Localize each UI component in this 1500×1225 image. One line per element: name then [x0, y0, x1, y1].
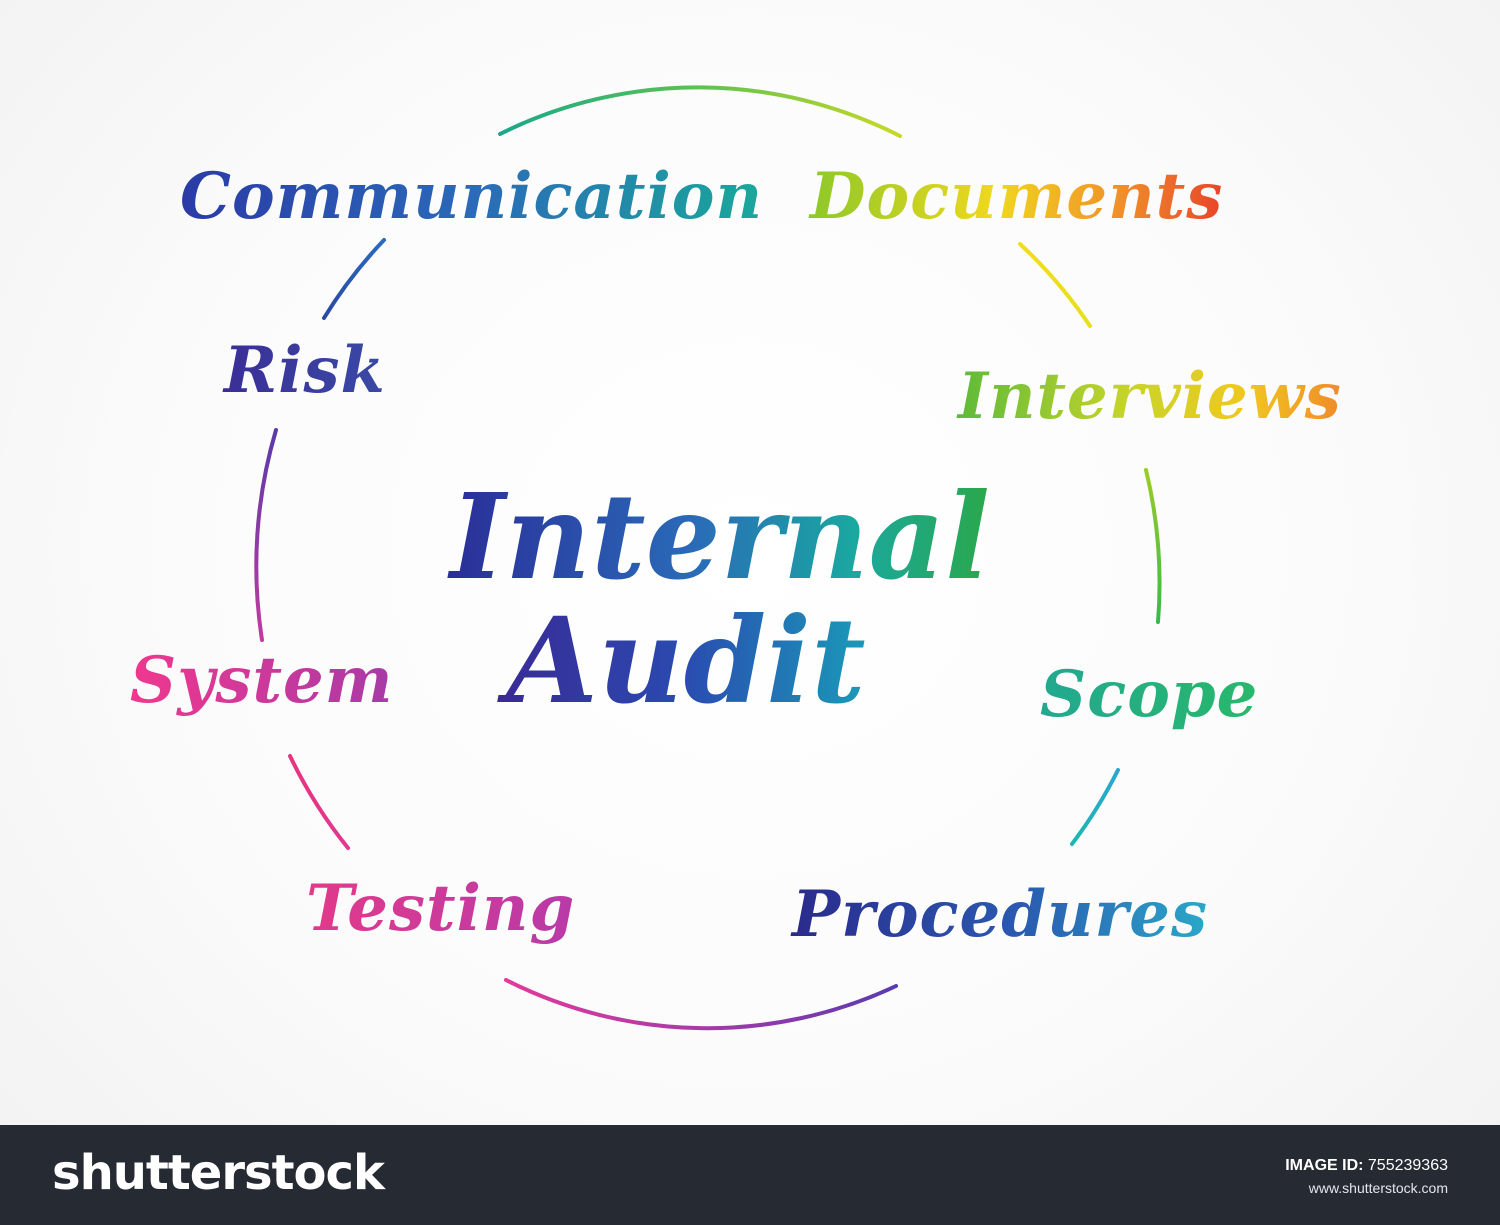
ring-arc-right: [1144, 468, 1162, 624]
term-interviews: Interviews: [956, 359, 1342, 434]
term-scope: Scope: [1040, 657, 1258, 732]
internal-audit-diagram: Communication Documents Interviews Scope…: [130, 85, 1342, 1031]
ring-arc-top: [498, 85, 902, 138]
term-documents: Documents: [808, 159, 1223, 234]
image-id-value: 755239363: [1367, 1157, 1448, 1174]
center-title-line1: Internal: [447, 467, 990, 606]
footer-url: www.shutterstock.com: [1308, 1180, 1448, 1196]
ring-arc-upper-left: [322, 238, 386, 320]
shutterstock-logo: shutterstock: [52, 1145, 385, 1201]
footer-bar: shutterstock IMAGE ID: 755239363 www.shu…: [0, 1125, 1500, 1225]
image-id-block: IMAGE ID: 755239363 www.shutterstock.com: [1285, 1155, 1448, 1199]
term-system: System: [130, 643, 393, 718]
ring-arc-upper-right: [1018, 242, 1092, 328]
term-risk: Risk: [222, 333, 386, 408]
term-procedures: Procedures: [790, 877, 1208, 952]
ring-arc-lower-left: [288, 754, 350, 850]
term-testing: Testing: [306, 871, 575, 946]
ring-arc-bottom: [504, 978, 898, 1031]
term-communication: Communication: [180, 159, 763, 234]
ring: [254, 85, 1162, 1031]
center-title-line2: Audit: [496, 591, 865, 730]
ring-arc-lower-right: [1070, 768, 1120, 846]
ring-arc-left: [254, 428, 278, 642]
image-id-label: IMAGE ID:: [1285, 1157, 1364, 1174]
